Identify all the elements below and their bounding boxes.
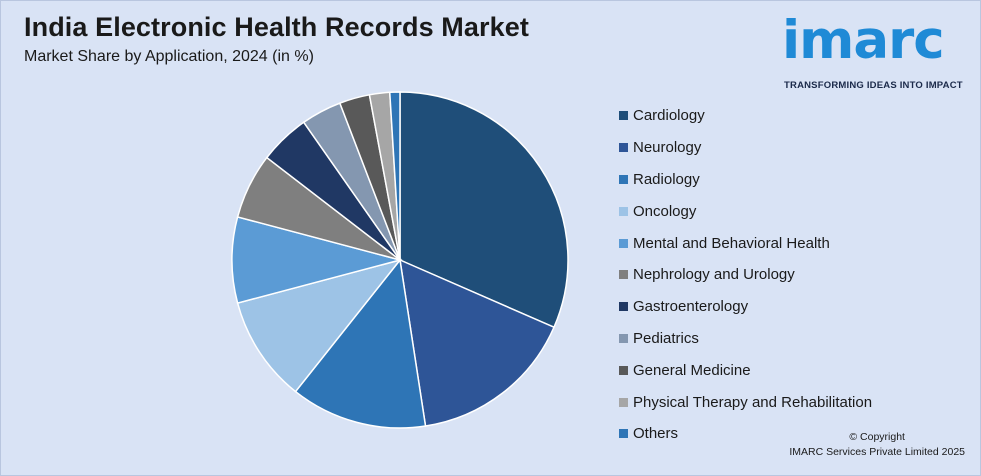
legend-label: Gastroenterology (633, 298, 749, 316)
legend-item-gastroenterology: Gastroenterology (619, 291, 872, 323)
legend-label: Mental and Behavioral Health (633, 234, 830, 252)
pie-slice-cardiology (399, 91, 569, 329)
pie-slice-mental-and-behavioral-health (231, 216, 403, 304)
legend-item-neurology: Neurology (619, 132, 872, 164)
legend-item-radiology: Radiology (619, 164, 872, 196)
legend-label: Others (633, 425, 679, 443)
chart-title: India Electronic Health Records Market (24, 12, 529, 42)
pie-chart (231, 91, 569, 429)
legend-swatch (619, 302, 628, 312)
legend-swatch (619, 365, 628, 375)
logo-wordmark: imarc (782, 10, 945, 71)
legend-swatch (619, 143, 628, 153)
logo-tagline: TRANSFORMING IDEAS INTO IMPACT (784, 80, 963, 91)
legend-label: Neurology (633, 139, 702, 157)
legend-swatch (619, 206, 628, 216)
pie-slice-others (388, 91, 401, 261)
copyright-line1: © Copyright (849, 431, 905, 443)
legend-label: Oncology (633, 202, 697, 220)
legend-item-nephrology-and-urology: Nephrology and Urology (619, 259, 872, 291)
legend-swatch (619, 111, 628, 121)
legend-swatch (619, 397, 628, 407)
pie-slice-neurology (399, 258, 555, 427)
legend-item-mental-and-behavioral-health: Mental and Behavioral Health (619, 227, 872, 259)
pie-slice-radiology (294, 258, 427, 429)
legend-label: Nephrology and Urology (633, 266, 795, 284)
legend-label: General Medicine (633, 361, 751, 379)
chart-subtitle: Market Share by Application, 2024 (in %) (24, 48, 314, 65)
legend-label: Physical Therapy and Rehabilitation (633, 393, 873, 411)
legend-swatch (619, 238, 628, 248)
legend-item-oncology: Oncology (619, 195, 872, 227)
legend-label: Radiology (633, 170, 700, 188)
legend-item-physical-therapy-and-rehabilitation: Physical Therapy and Rehabilitation (619, 386, 872, 418)
legend-swatch (619, 429, 628, 439)
legend-swatch (619, 270, 628, 280)
imarc-logo: imarc TRANSFORMING IDEAS INTO IMPACT (782, 8, 972, 92)
legend-item-others: Others (619, 418, 872, 450)
legend-item-pediatrics: Pediatrics (619, 323, 872, 355)
legend-item-cardiology: Cardiology (619, 100, 872, 132)
legend-label: Pediatrics (633, 329, 699, 347)
copyright-notice: © Copyright IMARC Services Private Limit… (789, 430, 965, 460)
legend-label: Cardiology (633, 107, 705, 125)
chart-legend: Cardiology Neurology Radiology Oncology Ment… (619, 100, 872, 450)
legend-swatch (619, 174, 628, 184)
legend-swatch (619, 333, 628, 343)
legend-item-general-medicine: General Medicine (619, 354, 872, 386)
copyright-line2: IMARC Services Private Limited 2025 (789, 446, 965, 458)
